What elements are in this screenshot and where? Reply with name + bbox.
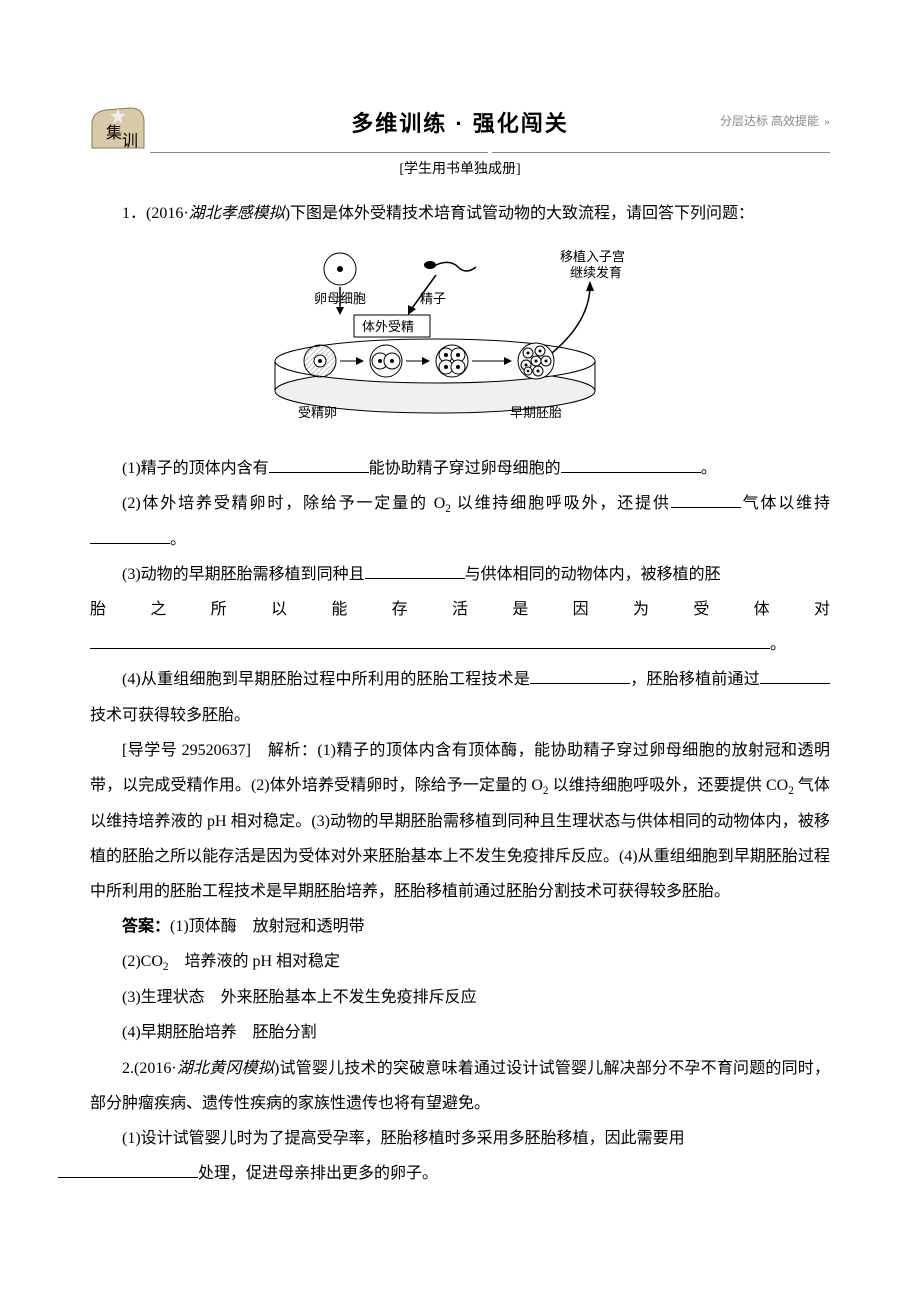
q1-stem-source: 湖北孝感模拟 — [189, 205, 285, 222]
right-note-text: 分层达标 高效提能 — [720, 114, 819, 128]
blank[interactable] — [58, 1160, 198, 1179]
q1-answer-4: (4)早期胚胎培养 胚胎分割 — [90, 1015, 830, 1050]
blank[interactable] — [269, 454, 369, 473]
q1-answer-3: (3)生理状态 外来胚胎基本上不发生免疫排斥反应 — [90, 980, 830, 1015]
header-row: 集 训 多维训练 · 强化闯关 分层达标 高效提能 » — [90, 100, 830, 148]
blank[interactable] — [530, 666, 630, 685]
section-stamp: 集 训 — [90, 106, 146, 150]
q1-answer-1: 答案：(1)顶体酶 放射冠和透明带 — [90, 909, 830, 944]
diagram-label-sperm: 精子 — [420, 291, 446, 306]
q1-3-blankline: 。 — [90, 627, 830, 662]
q1-diagram: 卵母细胞 精子 体外受精 — [90, 241, 830, 444]
q1-1: (1)精子的顶体内含有能协助精子穿过卵母细胞的。 — [90, 451, 830, 486]
header-rule — [90, 152, 830, 153]
blank[interactable] — [365, 560, 465, 579]
blank[interactable] — [671, 489, 741, 508]
blank[interactable] — [561, 454, 701, 473]
q1-3-line2: 胎之所以能存活是因为受体对 — [90, 592, 830, 627]
q1-explanation: [导学号 29520637] 解析：(1)精子的顶体内含有顶体酶，能协助精子穿过… — [90, 733, 830, 910]
stamp-char-1: 集 — [106, 124, 122, 142]
right-note-arrow: » — [824, 114, 830, 128]
answer-label: 答案： — [122, 918, 170, 935]
q1-4: (4)从重组细胞到早期胚胎过程中所利用的胚胎工程技术是，胚胎移植前通过技术可获得… — [90, 662, 830, 732]
q1-3-line1: (3)动物的早期胚胎需移植到同种且与供体相同的动物体内，被移植的胚 — [90, 557, 830, 592]
q2-stem: 2.(2016·湖北黄冈模拟)试管婴儿技术的突破意味着通过设计试管婴儿解决部分不… — [90, 1051, 830, 1121]
q1-stem-suffix: )下图是体外受精技术培育试管动物的大致流程，请回答下列问题： — [285, 205, 754, 222]
diagram-label-ivf: 体外受精 — [362, 319, 414, 334]
diagram-label-embryo: 早期胚胎 — [510, 405, 562, 420]
blank[interactable] — [760, 666, 830, 685]
blank[interactable] — [90, 525, 170, 544]
subheader: [学生用书单独成册] — [90, 155, 830, 186]
q1-stem-prefix: 1．(2016· — [122, 205, 189, 222]
page: 集 训 多维训练 · 强化闯关 分层达标 高效提能 » [学生用书单独成册] 1… — [0, 0, 920, 1251]
blank[interactable] — [90, 631, 770, 650]
q1-answer-2: (2)CO2 培养液的 pH 相对稳定 — [90, 944, 830, 980]
section-title: 多维训练 · 强化闯关 — [351, 100, 569, 148]
diagram-label-implant-2: 继续发育 — [570, 265, 622, 280]
diagram-label-implant-1: 移植入子宫 — [560, 249, 625, 264]
diagram-label-zygote: 受精卵 — [298, 405, 337, 420]
q2-stem-source: 湖北黄冈模拟 — [177, 1060, 274, 1077]
q2-1: (1)设计试管婴儿时为了提高受孕率，胚胎移植时多采用多胚胎移植，因此需要用 处理… — [90, 1121, 830, 1191]
stamp-char-2: 训 — [122, 132, 138, 150]
q1-2: (2)体外培养受精卵时，除给予一定量的 O2 以维持细胞呼吸外，还提供气体以维持… — [90, 486, 830, 557]
q1-stem: 1．(2016·湖北孝感模拟)下图是体外受精技术培育试管动物的大致流程，请回答下… — [90, 196, 830, 231]
header-right-note: 分层达标 高效提能 » — [720, 108, 830, 134]
